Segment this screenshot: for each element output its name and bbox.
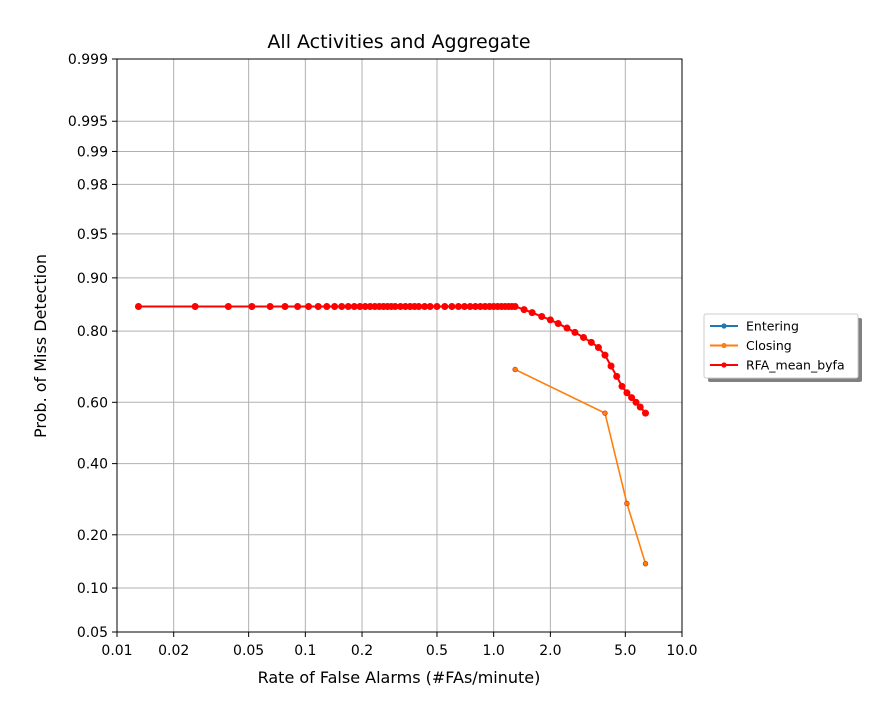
data-point (538, 313, 546, 321)
data-point (344, 302, 352, 310)
y-tick-label: 0.95 (77, 227, 108, 243)
data-point (224, 302, 232, 310)
y-tick-label: 0.60 (77, 395, 108, 411)
data-point (512, 366, 518, 373)
data-point (641, 409, 649, 417)
y-tick-label: 0.999 (68, 52, 108, 68)
data-point (191, 302, 199, 310)
data-point (601, 351, 609, 359)
data-point (331, 302, 339, 310)
data-point (546, 316, 554, 324)
y-tick-label: 0.99 (77, 144, 108, 160)
series-rfa-mean-byfa (134, 302, 649, 417)
data-point (134, 302, 142, 310)
data-point (628, 394, 636, 402)
legend: Entering Closing RFA_mean_byfa (703, 313, 862, 382)
data-point (624, 500, 630, 507)
x-tick-label: 0.02 (158, 643, 189, 659)
x-tick-label: 1.0 (483, 643, 505, 659)
data-point (305, 302, 313, 310)
x-tick-label: 0.5 (426, 643, 448, 659)
x-axis-label: Rate of False Alarms (#FAs/minute) (258, 668, 541, 687)
x-tick-label: 0.05 (233, 643, 264, 659)
legend-swatch-marker (721, 362, 727, 368)
chart-title: All Activities and Aggregate (267, 31, 530, 53)
data-point (587, 338, 595, 346)
y-tick-label: 0.05 (77, 625, 108, 641)
series-line (514, 368, 647, 564)
x-tick-label: 0.01 (101, 643, 132, 659)
data-point (433, 302, 441, 310)
data-point (607, 362, 615, 370)
ticks: 0.01 0.02 0.05 0.1 0.2 0.5 1.0 2.0 5.0 10.0 0.05 0.… (68, 52, 698, 659)
series-closing (512, 366, 649, 567)
y-tick-label: 0.40 (77, 457, 108, 473)
data-point (281, 302, 289, 310)
data-point (426, 302, 434, 310)
x-tick-label: 5.0 (614, 643, 636, 659)
data-point (314, 302, 322, 310)
legend-entry: Closing (746, 338, 792, 353)
x-tick-label: 10.0 (666, 643, 697, 659)
data-point (642, 560, 649, 567)
data-point (323, 302, 331, 310)
y-axis-label: Prob. of Miss Detection (31, 254, 50, 438)
x-tick-label: 0.2 (351, 643, 373, 659)
data-point (248, 302, 256, 310)
y-tick-label: 0.98 (77, 177, 108, 193)
data-point (415, 302, 423, 310)
y-tick-label: 0.995 (68, 114, 108, 130)
data-point (448, 302, 456, 310)
data-point (520, 306, 528, 314)
legend-entry: Entering (746, 319, 799, 334)
data-point (580, 333, 588, 341)
y-tick-label: 0.10 (77, 581, 108, 597)
y-tick-label: 0.90 (77, 271, 108, 287)
legend-swatch-marker (721, 342, 727, 349)
data-point (613, 372, 621, 380)
data-point (454, 302, 462, 310)
legend-box (703, 313, 859, 379)
data-point (266, 302, 274, 310)
data-point (554, 320, 562, 328)
data-point (294, 302, 302, 310)
x-tick-label: 2.0 (539, 643, 561, 659)
data-point (563, 324, 571, 332)
y-tick-label: 0.20 (77, 528, 108, 544)
legend-swatch-marker (721, 323, 727, 329)
series-layer (134, 302, 649, 567)
data-point (594, 343, 602, 351)
data-point (528, 309, 536, 317)
data-point (511, 302, 519, 310)
data-point (441, 302, 449, 310)
legend-entry: RFA_mean_byfa (746, 358, 845, 373)
data-point (623, 389, 631, 397)
data-point (636, 403, 644, 411)
y-tick-label: 0.80 (77, 324, 108, 340)
data-point (618, 382, 626, 390)
data-point (602, 410, 608, 416)
data-point (632, 398, 640, 406)
plot-frame (116, 58, 683, 633)
data-point (338, 302, 346, 310)
x-tick-label: 0.1 (294, 643, 316, 659)
data-point (571, 328, 579, 336)
